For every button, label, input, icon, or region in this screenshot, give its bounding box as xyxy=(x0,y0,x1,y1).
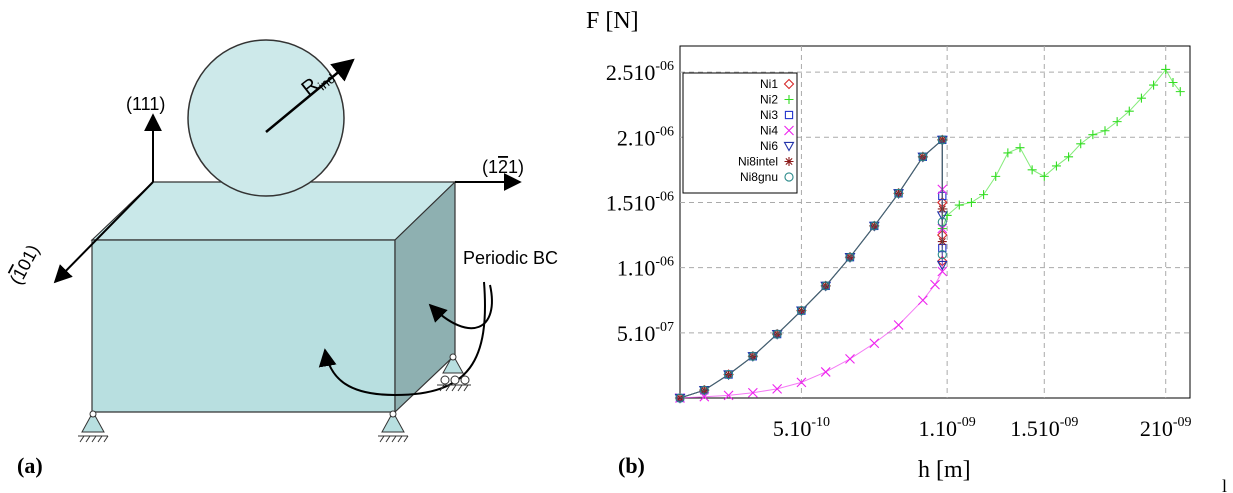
data-point xyxy=(937,135,947,145)
y-tick-label: 2.10-06 xyxy=(617,124,674,150)
data-point xyxy=(1088,130,1098,140)
y-axis-title: F [N] xyxy=(586,8,639,34)
x-tick-label: 1.510-09 xyxy=(1010,415,1078,441)
x-tick-label: 1.10-09 xyxy=(919,415,976,441)
data-point xyxy=(869,221,879,231)
data-point xyxy=(1051,161,1061,171)
data-point xyxy=(675,393,685,403)
data-point xyxy=(747,387,758,398)
data-point xyxy=(937,266,948,277)
data-point xyxy=(942,210,952,220)
support-mid xyxy=(378,410,409,443)
legend-entry-marker xyxy=(784,110,794,120)
y-tick-label: 2.510-06 xyxy=(606,59,674,85)
data-point xyxy=(1100,126,1110,136)
indenter-sphere xyxy=(187,39,345,197)
axis-121-label: (121) xyxy=(482,157,524,177)
legend-entry-label: Ni3 xyxy=(760,108,778,122)
data-point xyxy=(1112,117,1122,127)
data-point xyxy=(937,217,947,227)
data-point xyxy=(723,369,734,380)
legend-entry-label: Ni1 xyxy=(760,77,778,91)
y-tick-label: 1.10-06 xyxy=(617,255,674,281)
data-point xyxy=(1168,78,1178,88)
data-point xyxy=(893,188,904,198)
legend-entry-label: Ni8intel xyxy=(738,155,778,169)
panel-a-diagram: Rind (111) (121) (101) Periodic BC xyxy=(6,39,558,478)
data-point xyxy=(1149,80,1159,90)
periodic-bc-arrow-2 xyxy=(318,281,486,397)
legend-entry-marker xyxy=(783,141,795,152)
data-point xyxy=(723,390,734,401)
axis-101-label: (101) xyxy=(6,241,43,288)
data-point xyxy=(893,320,904,330)
panel-a-label: (a) xyxy=(17,453,43,478)
data-point xyxy=(699,391,710,402)
legend-entry-label: Ni4 xyxy=(760,124,778,138)
data-point xyxy=(748,351,758,361)
data-point xyxy=(936,260,948,271)
legend-box xyxy=(682,72,798,194)
y-tick-label: 1.510-06 xyxy=(606,189,674,215)
data-point xyxy=(845,354,855,364)
data-point xyxy=(1027,165,1037,175)
support-right xyxy=(437,353,471,392)
periodic-bc-label: Periodic BC xyxy=(463,248,558,268)
data-point xyxy=(1175,87,1185,97)
data-point xyxy=(979,190,989,200)
data-point xyxy=(869,338,880,349)
axis-111-label: (111) xyxy=(126,94,165,114)
periodic-bc-arrow-1 xyxy=(428,284,493,330)
panel-b-chart: F [N] h [m] (b) l 5.10-07 1.10-06 1.510-06… xyxy=(586,8,1227,493)
y-tick-labels: 5.10-07 1.10-06 1.510-06 2.10-06 2.510-06 xyxy=(606,59,674,346)
x-tick-label: 210-09 xyxy=(1140,415,1192,441)
axis-101-arrow xyxy=(53,181,154,284)
data-point xyxy=(966,197,976,207)
data-point xyxy=(1136,93,1146,103)
legend-entry-label: Ni6 xyxy=(760,139,778,153)
data-point xyxy=(1039,171,1049,181)
data-point xyxy=(954,200,964,210)
data-point xyxy=(1003,148,1013,158)
data-point xyxy=(918,152,928,162)
data-point xyxy=(1161,64,1171,74)
data-point xyxy=(772,329,782,339)
x-axis-title: h [m] xyxy=(918,457,971,483)
legend-entry-label: Ni2 xyxy=(760,93,778,107)
legend-entry-marker xyxy=(783,78,795,90)
data-point xyxy=(930,279,940,290)
data-point xyxy=(1015,143,1025,153)
data-point xyxy=(821,281,831,291)
legend-entry-label: Ni8gnu xyxy=(740,170,778,184)
legend-entry-marker xyxy=(784,125,794,136)
panel-b-label: (b) xyxy=(618,453,645,478)
series-ni8gnu xyxy=(675,135,947,403)
data-point xyxy=(937,249,947,260)
x-tick-labels: 5.10-10 1.10-09 1.510-09 210-09 xyxy=(773,415,1192,441)
data-point xyxy=(917,295,928,306)
x-tick-label: 5.10-10 xyxy=(773,415,830,441)
data-point xyxy=(699,385,709,395)
data-point xyxy=(796,306,807,316)
support-left xyxy=(78,410,109,443)
y-tick-label: 5.10-07 xyxy=(617,320,674,346)
data-series xyxy=(674,64,1185,404)
legend-entry-marker xyxy=(784,95,794,104)
data-point xyxy=(1076,139,1086,149)
plot-frame xyxy=(679,45,1191,399)
legend-entry-marker xyxy=(784,157,794,166)
data-point xyxy=(1064,152,1074,162)
data-point xyxy=(796,377,807,388)
data-point xyxy=(1124,106,1134,116)
data-point xyxy=(845,252,855,262)
legend-entry-marker xyxy=(784,172,794,182)
radius-arrow xyxy=(265,58,355,133)
edge-mark: l xyxy=(1222,476,1227,493)
grid-lines xyxy=(680,46,1190,398)
data-point xyxy=(772,383,783,394)
data-point xyxy=(820,367,831,377)
data-point xyxy=(991,171,1001,181)
